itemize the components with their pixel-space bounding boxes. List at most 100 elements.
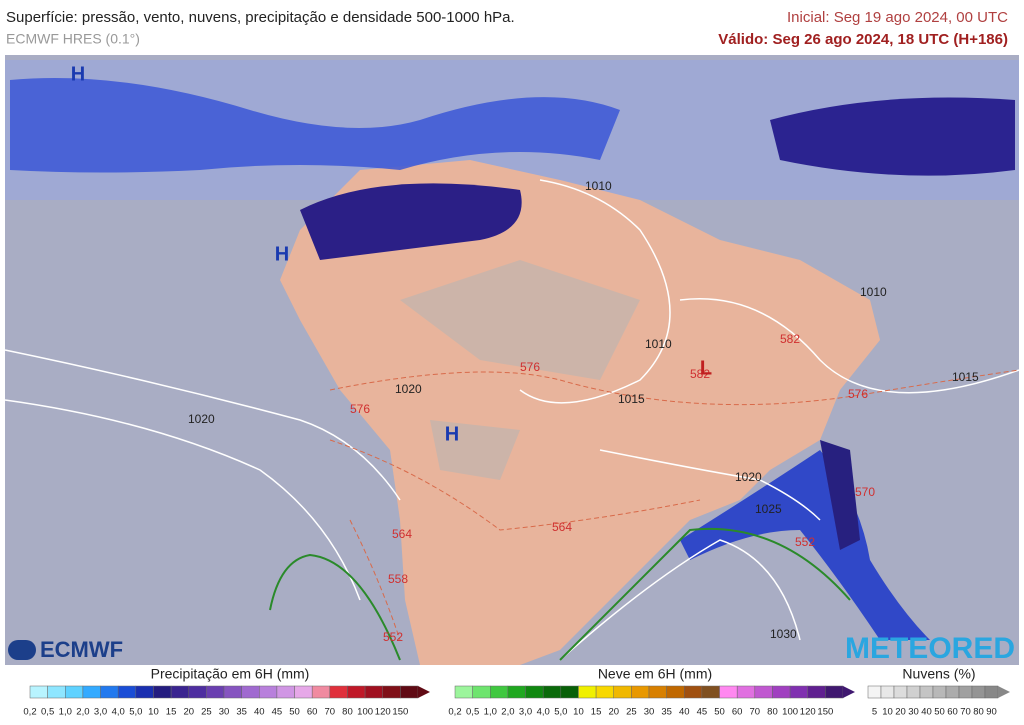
legend-label: 25	[201, 707, 212, 718]
legend-label: 40	[679, 707, 690, 718]
legend-swatch	[754, 685, 773, 699]
legend-swatch	[906, 685, 921, 699]
legend-swatch	[736, 685, 756, 699]
legend-label: 50	[289, 707, 300, 718]
thickness-label: 552	[795, 535, 815, 549]
legend-label: 80	[342, 707, 353, 718]
pressure-center: H	[275, 243, 289, 265]
legend-swatch	[65, 685, 84, 699]
legend-label: 60	[307, 707, 318, 718]
legend-label: 40	[921, 707, 932, 718]
isobar-label: 1020	[395, 382, 422, 396]
legend-label: 10	[148, 707, 159, 718]
legend-arrow	[418, 686, 430, 698]
legend-label: 45	[697, 707, 708, 718]
legend-label: 80	[767, 707, 778, 718]
legend-label: 35	[661, 707, 672, 718]
precip-south	[680, 450, 930, 640]
valid-time: Válido: Seg 26 ago 2024, 18 UTC (H+186)	[718, 31, 1008, 48]
legend-swatch	[719, 685, 738, 699]
legend-swatch	[382, 685, 401, 699]
legend-swatch	[117, 685, 137, 699]
cloud-over-land	[400, 260, 640, 480]
legend-swatch	[893, 685, 908, 699]
isobar-label: 1020	[735, 470, 762, 484]
isobars	[4, 179, 1020, 661]
legend-label: 0,5	[41, 707, 54, 718]
continent	[280, 160, 880, 665]
thickness-label: 576	[520, 360, 540, 374]
thickness-label: 582	[690, 367, 710, 381]
logo-icon	[8, 640, 36, 660]
legend-swatch	[984, 685, 999, 699]
legend-swatch	[153, 685, 172, 699]
thickness-lines	[329, 369, 1020, 641]
legend-swatch	[772, 685, 791, 699]
logo-meteored: METEORED	[845, 632, 1015, 665]
legend-swatch	[311, 685, 331, 699]
snow-line-south	[559, 527, 851, 661]
legend-label: 50	[934, 707, 945, 718]
pressure-center: L	[700, 357, 712, 379]
legend-label: 35	[236, 707, 247, 718]
isobar-label: 1010	[860, 285, 887, 299]
legend-swatch	[666, 685, 685, 699]
thickness-label: 582	[780, 332, 800, 346]
legend-label: 150	[392, 707, 408, 718]
map-labels: 1010 1010 1010 1015 1015 1020 1020 1020 1025 1030…	[71, 63, 979, 644]
legend-label: 100	[357, 707, 373, 718]
isobar-label: 1025	[755, 502, 782, 516]
legend-label: 25	[626, 707, 637, 718]
pressure-center: H	[71, 63, 85, 85]
precip-core	[820, 440, 860, 550]
legend-swatch	[595, 685, 614, 699]
legend-arrow	[843, 686, 855, 698]
legend-swatch	[188, 685, 207, 699]
legend-swatch	[82, 685, 101, 699]
legend-swatch	[223, 685, 242, 699]
legend-label: 150	[817, 707, 833, 718]
legend-label: 30	[908, 707, 919, 718]
isobar-label: 1010	[585, 179, 612, 193]
legend-label: 4,0	[537, 707, 550, 718]
legend-label: 15	[166, 707, 177, 718]
snow-line	[269, 553, 401, 661]
legend-swatch	[525, 685, 544, 699]
thickness-label: 564	[552, 520, 572, 534]
legend-label: 3,0	[94, 707, 107, 718]
legend-swatch	[294, 685, 313, 699]
legend-label: 20	[895, 707, 906, 718]
legend-title: Precipitação em 6H (mm)	[151, 666, 310, 682]
legend-swatch	[631, 685, 650, 699]
legend-swatch	[472, 685, 491, 699]
legend-label: 40	[254, 707, 265, 718]
legend-label: 20	[183, 707, 194, 718]
legend-label: 15	[591, 707, 602, 718]
precip-amazon	[300, 183, 522, 260]
legend-swatch	[613, 685, 632, 699]
legend-label: 2,0	[501, 707, 514, 718]
legend-label: 5,0	[554, 707, 567, 718]
legend-swatch	[684, 685, 703, 699]
legend-swatch	[560, 685, 579, 699]
legend-label: 0,2	[23, 707, 36, 718]
legend-swatch	[276, 685, 295, 699]
legend-label: 5,0	[129, 707, 142, 718]
isobar-label: 1010	[645, 337, 672, 351]
legend-label: 0,2	[448, 707, 461, 718]
legend-swatch	[347, 685, 366, 699]
legend-label: 10	[882, 707, 893, 718]
legend-swatch	[542, 685, 562, 699]
legend-label: 4,0	[112, 707, 125, 718]
isobar-label: 1015	[952, 370, 979, 384]
legend-label: 5	[872, 707, 877, 718]
title: Superfície: pressão, vento, nuvens, prec…	[6, 9, 515, 26]
legend-label: 10	[573, 707, 584, 718]
legend-swatch	[400, 685, 419, 699]
legend-label: 60	[947, 707, 958, 718]
legend-title: Nuvens (%)	[902, 666, 975, 682]
legend-arrow	[998, 686, 1010, 698]
legend-label: 120	[800, 707, 816, 718]
legend-label: 20	[608, 707, 619, 718]
